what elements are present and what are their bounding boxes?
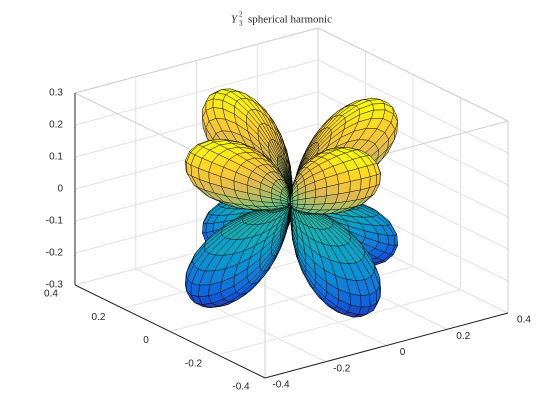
y-tick-label: -0.2: [185, 358, 203, 369]
y-tick-label: 0: [143, 335, 149, 346]
surface-face: [190, 283, 200, 297]
grid-line: [317, 59, 509, 154]
surface-face: [198, 157, 213, 173]
grid-line: [217, 289, 461, 356]
z-tick-label: 0.3: [49, 88, 63, 99]
z-tick-label: -0.2: [46, 248, 64, 259]
surface-face: [335, 275, 351, 294]
x-tick-label: 0.2: [456, 331, 470, 342]
z-tick-label: -0.3: [46, 280, 64, 291]
x-tick-label: 0: [400, 347, 406, 358]
grid-line: [74, 59, 319, 126]
title-text: spherical harmonic: [248, 14, 332, 26]
y-axis-line: [74, 284, 266, 379]
grid-line: [74, 91, 319, 158]
box-edge: [317, 27, 509, 122]
y-tick-label: 0.4: [44, 289, 58, 300]
surface-face: [259, 141, 272, 161]
surface-face: [212, 98, 224, 109]
z-tick-label: 0.2: [49, 120, 63, 131]
surface-face: [225, 250, 245, 269]
title-symbol: Y: [231, 14, 239, 26]
x-tick-label: -0.4: [272, 380, 290, 391]
surface-face: [205, 222, 214, 233]
surface-face: [387, 235, 396, 246]
surface-face: [372, 103, 386, 111]
y-tick-label: -0.4: [232, 382, 250, 393]
box-edge: [74, 27, 319, 94]
surface-face: [347, 168, 362, 182]
title-superscript: 2: [239, 11, 243, 19]
z-tick-label: -0.1: [46, 216, 64, 227]
surface-face: [371, 109, 386, 119]
title-subscript: 3: [239, 20, 243, 28]
z-tick-label: 0.1: [49, 152, 63, 163]
x-tick-label: -0.2: [333, 363, 351, 374]
z-tick-label: 0: [57, 184, 63, 195]
y-tick-label: 0.2: [92, 312, 106, 323]
surface-face: [198, 284, 210, 297]
chart-title: Y 2 3 spherical harmonic: [231, 11, 332, 28]
x-axis-line: [264, 312, 509, 379]
surface-face: [360, 294, 371, 308]
surface-face: [349, 293, 362, 308]
x-tick-label: 0.4: [517, 315, 531, 326]
